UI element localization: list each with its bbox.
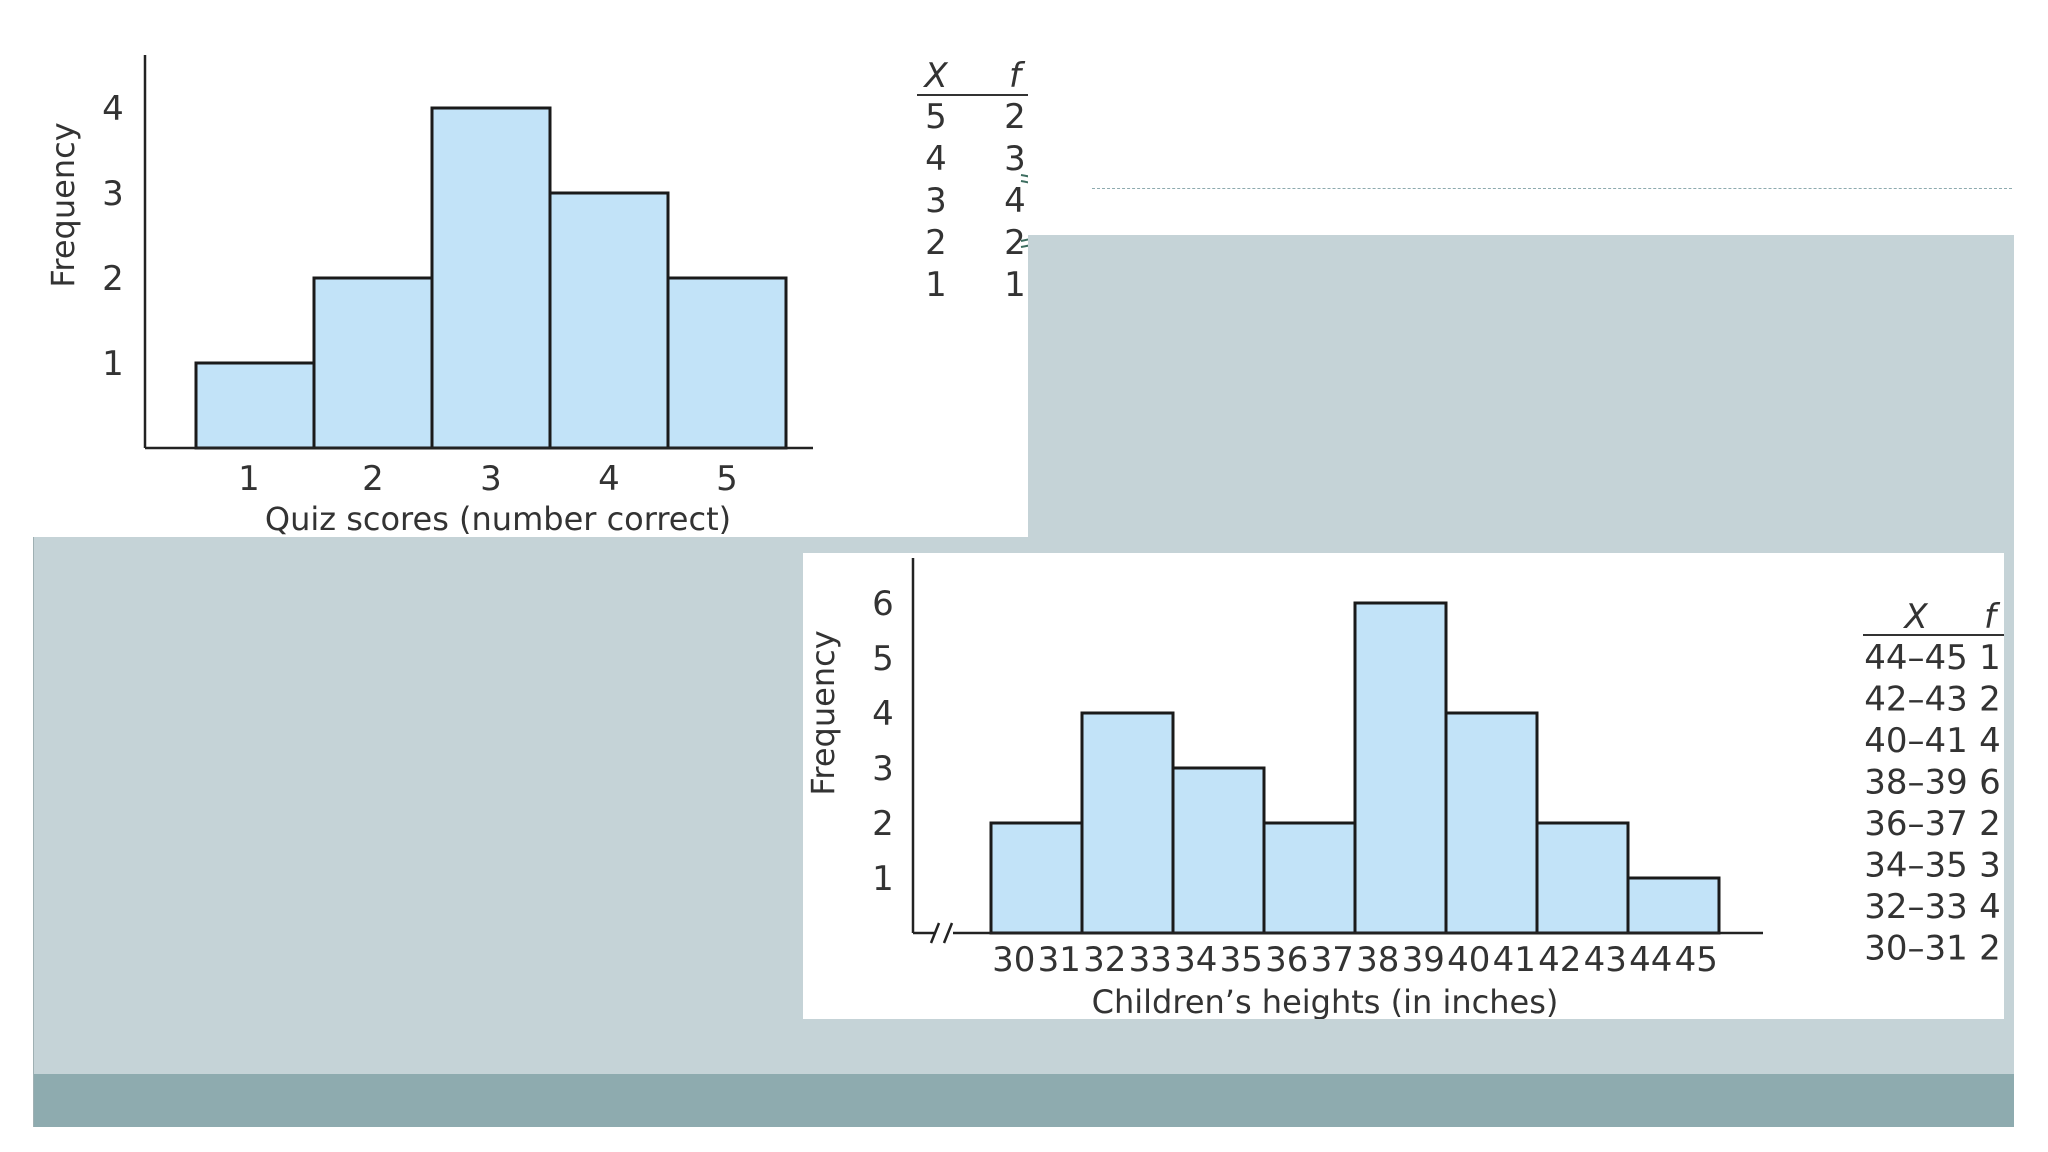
table-cell-x: 4: [925, 139, 947, 179]
table-cell-x: 36–37: [1864, 804, 1968, 844]
table-cell-f: 2: [1004, 223, 1026, 263]
table-cell-f: 2: [1979, 680, 2001, 720]
bar-3: [430, 106, 552, 450]
x-tick-label: 33: [1129, 940, 1172, 980]
table-cell-x: 30–31: [1864, 929, 1968, 969]
table-cell-f: 1: [1004, 265, 1026, 305]
x-tick-label: 39: [1402, 940, 1445, 980]
dashed-divider: [1092, 188, 2012, 189]
x-tick-label: 4: [598, 459, 620, 499]
table-cell-f: 6: [1979, 763, 2001, 803]
x-tick-label: 42: [1538, 940, 1581, 980]
x-tick-label: 43: [1584, 940, 1627, 980]
table-cell-x: 40–41: [1864, 721, 1968, 761]
x-tick-label: 32: [1083, 940, 1126, 980]
table-cell-x: 32–33: [1864, 887, 1968, 927]
x-tick-label: 38: [1356, 940, 1399, 980]
x-axis-title: Quiz scores (number correct): [265, 500, 731, 537]
bar-5: [666, 276, 788, 450]
bar-38-39: [1353, 601, 1448, 935]
bar-30-31: [989, 821, 1084, 935]
table-cell-f: 3: [1004, 139, 1026, 179]
x-tick-label: 31: [1038, 940, 1081, 980]
table-cell-x: 34–35: [1864, 846, 1968, 886]
bar-34-35: [1171, 766, 1266, 935]
table-cell-x: 5: [925, 97, 947, 137]
x-tick-label: 3: [480, 459, 502, 499]
y-tick-label: 1: [872, 859, 894, 899]
table-cell-f: 1: [1979, 638, 2001, 678]
table-cell-f: 2: [1004, 97, 1026, 137]
y-tick-label: 1: [102, 344, 124, 384]
x-tick-label: 37: [1311, 940, 1354, 980]
axis-break-mark: [929, 922, 941, 944]
table-header-f: f: [1009, 56, 1026, 96]
x-tick-label: 30: [992, 940, 1035, 980]
table-cell-x: 44–45: [1864, 638, 1968, 678]
table-header-x: X: [922, 56, 948, 96]
y-axis-title: Frequency: [44, 122, 82, 287]
y-tick-label: 4: [872, 694, 894, 734]
axis-break-mark: [942, 922, 954, 944]
table-cell-f: 2: [1979, 804, 2001, 844]
y-tick-label: 2: [872, 804, 894, 844]
bar-42-43: [1535, 821, 1630, 935]
x-tick-label: 35: [1220, 940, 1263, 980]
bar-44-45: [1626, 876, 1721, 935]
x-tick-label: 34: [1174, 940, 1217, 980]
x-tick-label: 5: [716, 459, 738, 499]
table-cell-x: 1: [925, 265, 947, 305]
table-cell-x: 2: [925, 223, 947, 263]
table-cell-f: 2: [1979, 929, 2001, 969]
slide-bottom-bar: [34, 1074, 2014, 1127]
y-axis-title: Frequency: [804, 630, 842, 795]
bar-32-33: [1080, 711, 1175, 935]
x-tick-label: 2: [362, 459, 384, 499]
table-cell-x: 38–39: [1864, 763, 1968, 803]
y-tick-label: 2: [102, 259, 124, 299]
x-tick-label: 40: [1447, 940, 1490, 980]
bar-1: [194, 361, 316, 450]
y-tick-label: 3: [872, 749, 894, 789]
bar-36-37: [1262, 821, 1357, 935]
table-cell-x: 3: [925, 181, 947, 221]
y-tick-label: 4: [102, 89, 124, 129]
table-cell-f: 3: [1979, 846, 2001, 886]
table-header-x: X: [1902, 597, 1928, 637]
y-tick-label: 5: [872, 639, 894, 679]
bar-4: [548, 191, 670, 450]
table-cell-f: 4: [1979, 721, 2001, 761]
bar-2: [312, 276, 434, 450]
x-tick-label: 45: [1675, 940, 1718, 980]
table-header-f: f: [1984, 597, 2001, 637]
y-tick-label: 6: [872, 584, 894, 624]
table-cell-x: 42–43: [1864, 680, 1968, 720]
x-tick-label: 36: [1265, 940, 1308, 980]
table-cell-f: 4: [1004, 181, 1026, 221]
x-axis-title: Children’s heights (in inches): [1092, 983, 1559, 1019]
y-tick-label: 3: [102, 174, 124, 214]
table-cell-f: 4: [1979, 887, 2001, 927]
x-tick-label: 44: [1629, 940, 1672, 980]
bar-40-41: [1444, 711, 1539, 935]
x-tick-label: 41: [1493, 940, 1536, 980]
x-tick-label: 1: [238, 459, 260, 499]
